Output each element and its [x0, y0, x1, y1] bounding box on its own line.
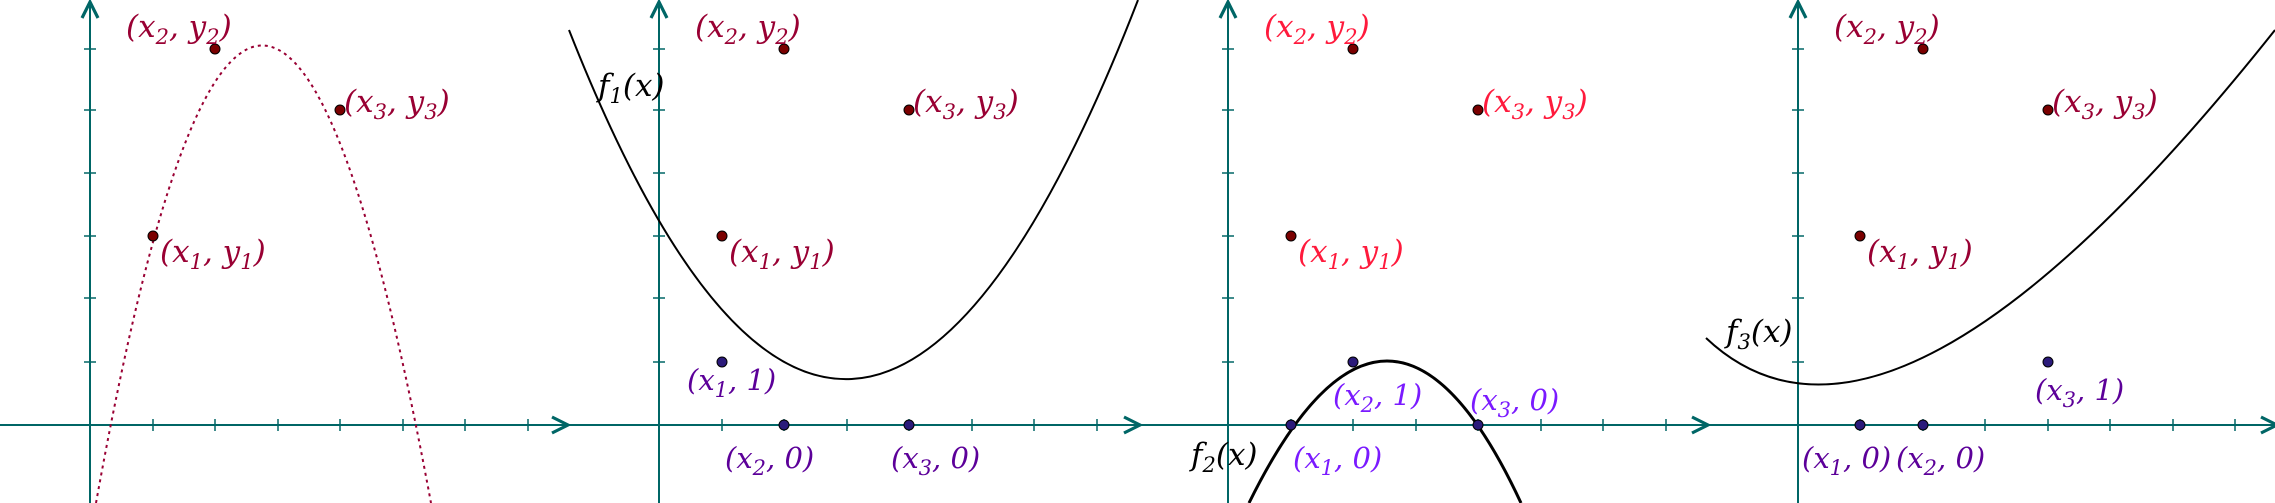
- basis-point-1: [1285, 419, 1297, 431]
- basis-point-1: [1854, 419, 1866, 431]
- point-2-label: (x2, y2): [126, 9, 232, 49]
- basis-curve-f3: [1705, 29, 2275, 386]
- y-axis-ticks: [1222, 48, 1234, 363]
- point-1: [147, 230, 159, 242]
- curve-label: f3(x): [1724, 314, 1793, 354]
- basis-point-2-label: (x2, 0): [725, 441, 814, 480]
- basis-point-2: [1347, 356, 1359, 368]
- basis-point-3-label: (x3, 0): [891, 441, 980, 480]
- basis-point-2-label: (x2, 1): [1333, 378, 1422, 417]
- basis-point-3: [1472, 419, 1484, 431]
- point-2-label: (x2, y2): [1834, 9, 1940, 49]
- y-axis-ticks: [84, 48, 96, 363]
- point-3-label: (x3, y3): [344, 84, 450, 124]
- y-axis-ticks: [1792, 48, 1804, 363]
- basis-point-2-label: (x2, 0): [1896, 441, 1985, 480]
- point-3-label: (x3, y3): [1482, 84, 1588, 124]
- point-2: [1917, 43, 1929, 55]
- point-2: [209, 43, 221, 55]
- basis-point-3: [2042, 356, 2054, 368]
- panel-1: (x1, y1) (x2, y2) (x3, y3): [0, 4, 566, 503]
- basis-point-1: [716, 356, 728, 368]
- point-3-label: (x3, y3): [2052, 84, 2158, 124]
- x-axis-ticks: [152, 419, 529, 431]
- curve-label: f1(x): [596, 68, 665, 108]
- point-3: [1472, 104, 1484, 116]
- point-3: [903, 104, 915, 116]
- basis-point-3-label: (x3, 0): [1470, 383, 1559, 422]
- basis-curve-f2: [1247, 359, 1523, 503]
- basis-point-1-label: (x1, 0): [1293, 441, 1382, 480]
- point-1-label: (x1, y1): [729, 234, 835, 274]
- point-1: [1854, 230, 1866, 242]
- basis-point-1-label: (x1, 0): [1802, 441, 1891, 480]
- point-1: [1285, 230, 1297, 242]
- point-1-label: (x1, y1): [160, 234, 266, 274]
- basis-point-3: [903, 419, 915, 431]
- basis-point-2: [778, 419, 790, 431]
- point-2-label: (x2, y2): [695, 9, 801, 49]
- point-1-label: (x1, y1): [1867, 234, 1973, 274]
- point-2: [1347, 43, 1359, 55]
- basis-point-3-label: (x3, 1): [2035, 373, 2124, 412]
- basis-point-2: [1917, 419, 1929, 431]
- point-1: [716, 230, 728, 242]
- panel-3: f2(x) (x1, y1) (x2, y2) (x3, y3) (x1, 0)…: [1138, 4, 1706, 503]
- point-3-label: (x3, y3): [913, 84, 1019, 124]
- point-1-label: (x1, y1): [1298, 234, 1404, 274]
- y-axis-ticks: [653, 48, 665, 363]
- point-3: [334, 104, 346, 116]
- panel-2: f1(x) (x1, y1) (x2, y2) (x3, y3) (x1, 1)…: [566, 0, 1138, 503]
- point-2: [778, 43, 790, 55]
- basis-curve-f1: [568, 0, 1139, 380]
- basis-point-1-label: (x1, 1): [687, 363, 776, 402]
- curve-label: f2(x): [1189, 437, 1258, 477]
- panel-4: f3(x) (x1, y1) (x2, y2) (x3, y3) (x1, 0)…: [1705, 4, 2275, 503]
- point-2-label: (x2, y2): [1264, 9, 1370, 49]
- point-3: [2042, 104, 2054, 116]
